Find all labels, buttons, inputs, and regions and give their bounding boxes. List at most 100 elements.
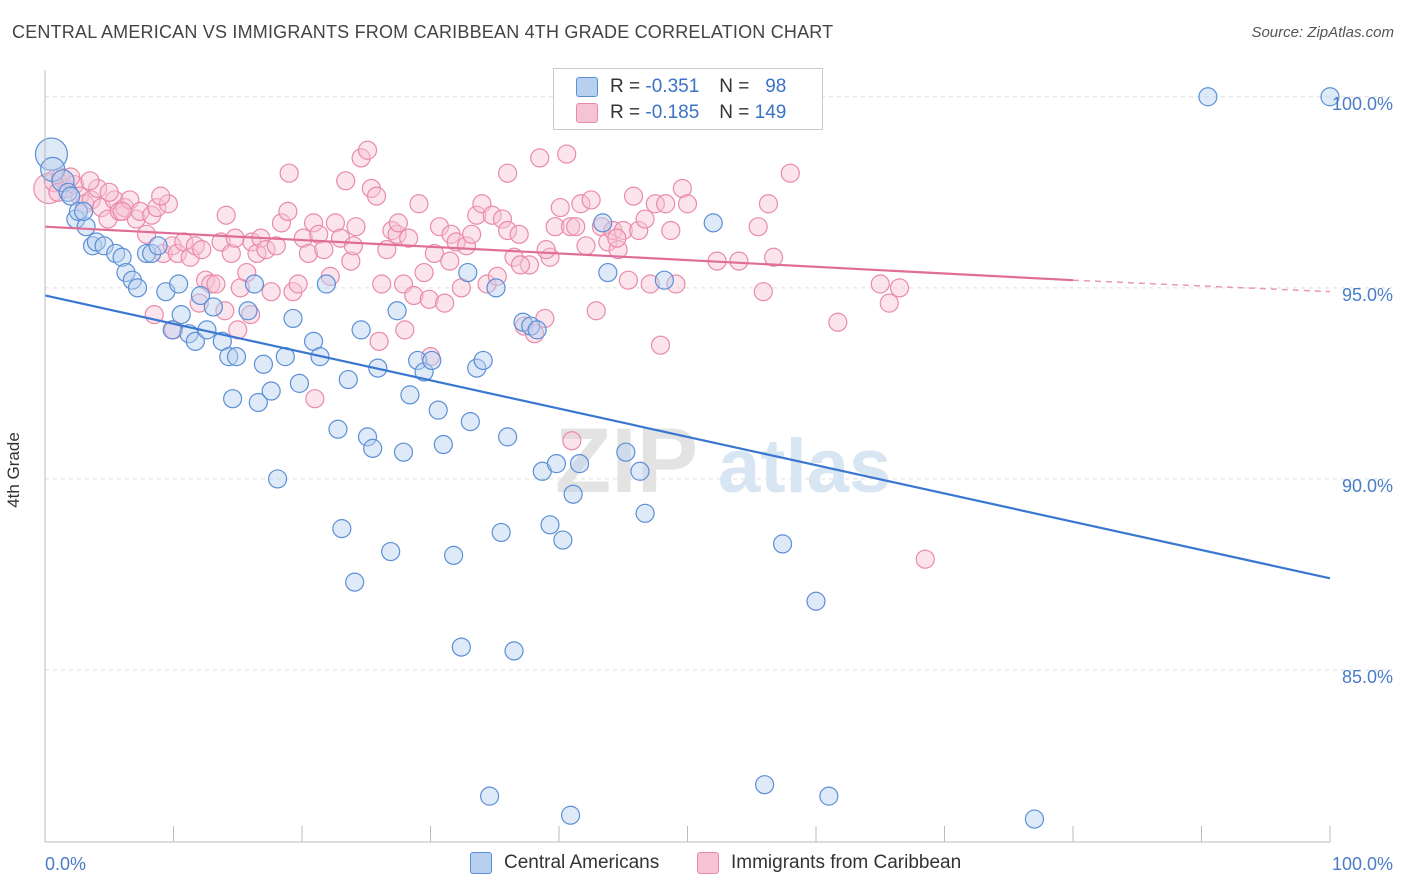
caribbean-point (309, 224, 329, 244)
central-american-point (112, 247, 132, 267)
legend-swatch-blue (470, 852, 492, 874)
caribbean-point (266, 236, 286, 256)
caribbean-point (482, 205, 502, 225)
series-central-americans (34, 87, 1340, 829)
caribbean-point (650, 335, 671, 355)
series-legend-label: Immigrants from Caribbean (731, 852, 962, 873)
caribbean-point (346, 217, 366, 237)
series-legend-central-americans: Central Americans (470, 852, 659, 874)
legend-r-label: R = (610, 102, 641, 123)
central-american-point (238, 301, 258, 321)
central-american-point (94, 236, 114, 256)
caribbean-point (566, 217, 586, 237)
central-american-point (203, 297, 223, 317)
caribbean-point (748, 217, 768, 237)
caribbean-point (780, 163, 800, 183)
caribbean-point (504, 247, 524, 267)
chart-title: CENTRAL AMERICAN VS IMMIGRANTS FROM CARI… (12, 22, 834, 42)
caribbean-point (314, 240, 334, 260)
caribbean-point (288, 274, 308, 294)
y-tick-label: 100.0% (1332, 94, 1393, 114)
caribbean-point (369, 331, 389, 351)
series-legend-label: Central Americans (504, 852, 660, 873)
central-american-point (630, 461, 650, 481)
caribbean-point (446, 232, 466, 252)
caribbean-point (237, 262, 257, 283)
y-tick-label: 95.0% (1342, 285, 1393, 305)
legend-row-immigrants-from-caribbean: R = -0.185 N = 149 (576, 101, 786, 125)
central-american-point (486, 278, 506, 298)
caribbean-point (656, 194, 676, 214)
caribbean-point (225, 228, 245, 248)
central-american-point (393, 442, 414, 462)
caribbean-point (607, 228, 627, 248)
caribbean-point (586, 301, 606, 321)
caribbean-point (366, 186, 387, 206)
central-american-point (563, 484, 583, 504)
caribbean-point (498, 220, 518, 241)
caribbean-point (372, 274, 392, 294)
series-legend: Central Americans Immigrants from Caribb… (0, 852, 1406, 876)
central-american-point (328, 419, 348, 439)
caribbean-point (545, 217, 565, 237)
caribbean-point (753, 282, 773, 302)
caribbean-point (388, 213, 408, 233)
central-american-point (491, 522, 511, 543)
central-american-point (560, 805, 581, 825)
central-american-point (351, 320, 371, 340)
caribbean-point (640, 274, 660, 294)
caribbean-point (429, 217, 450, 237)
central-american-point (169, 274, 189, 294)
caribbean-point (536, 240, 556, 260)
caribbean-point (293, 228, 313, 248)
caribbean-point (99, 182, 119, 202)
caribbean-point (298, 243, 319, 264)
caribbean-point (571, 194, 591, 214)
central-american-point (261, 381, 281, 401)
caribbean-point (672, 178, 692, 199)
caribbean-point (180, 247, 200, 267)
caribbean-point (382, 220, 402, 241)
caribbean-point (414, 262, 434, 283)
caribbean-point (440, 251, 460, 271)
caribbean-point (48, 182, 68, 202)
caribbean-point (623, 186, 644, 206)
caribbean-point (341, 251, 361, 271)
caribbean-point (613, 220, 633, 241)
central-american-point (414, 362, 434, 382)
caribbean-point (147, 197, 167, 218)
central-american-point (289, 373, 310, 393)
trend-line-central-americans (44, 294, 1331, 580)
legend-r-value: -0.185 (645, 102, 700, 123)
central-american-point (553, 530, 573, 550)
central-american-point (540, 515, 560, 535)
caribbean-point (88, 178, 108, 199)
x-tick-label-max: 100.0% (1332, 854, 1393, 874)
central-american-point (248, 392, 268, 413)
central-american-point (1198, 87, 1218, 107)
caribbean-point (889, 278, 910, 298)
caribbean-point (424, 243, 444, 264)
central-american-point (387, 301, 407, 321)
caribbean-point (136, 224, 157, 244)
caribbean-point (467, 205, 487, 225)
caribbean-point (666, 274, 686, 294)
caribbean-point (557, 144, 577, 164)
series-legend-immigrants-from-caribbean: Immigrants from Caribbean (697, 852, 961, 874)
grid-lines (45, 96, 1392, 671)
central-american-point (76, 217, 96, 237)
central-american-point (408, 350, 428, 371)
central-american-point (654, 270, 674, 290)
caribbean-point (510, 255, 531, 275)
caribbean-point (462, 224, 482, 244)
central-american-point (267, 469, 288, 489)
caribbean-point (215, 301, 235, 321)
central-american-point (68, 201, 89, 222)
caribbean-point (151, 186, 171, 206)
watermark-atlas: atlas (718, 424, 891, 509)
central-american-point (1320, 87, 1340, 107)
central-american-point (127, 278, 148, 298)
caribbean-point (618, 270, 638, 290)
central-american-point (527, 320, 547, 340)
